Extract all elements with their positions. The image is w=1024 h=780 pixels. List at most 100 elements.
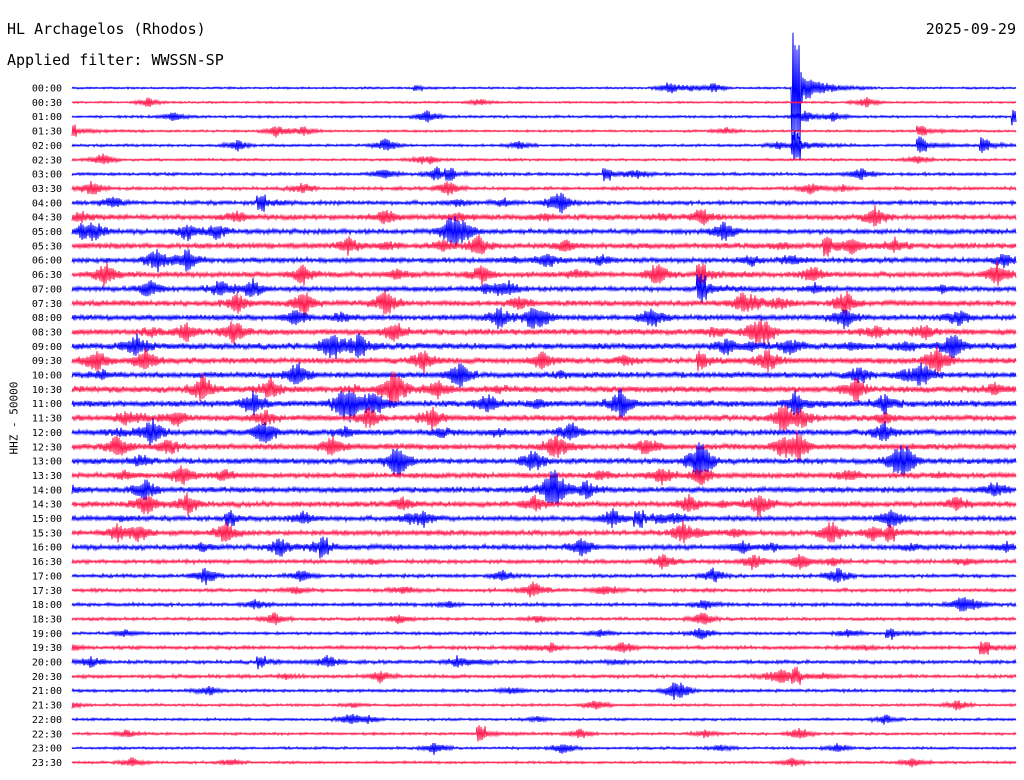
row-time-label: 18:30 xyxy=(32,614,62,625)
trace-row xyxy=(71,465,1017,486)
trace-row xyxy=(71,641,1017,655)
row-time-label: 17:30 xyxy=(32,586,62,597)
trace-row xyxy=(71,109,1017,126)
row-time-label: 21:30 xyxy=(32,701,62,712)
filter-subtitle: Applied filter: WWSSN-SP xyxy=(7,51,224,69)
row-time-label: 02:30 xyxy=(32,155,62,166)
row-time-label: 09:00 xyxy=(32,342,62,353)
trace-row xyxy=(71,757,1017,768)
row-time-label: 12:30 xyxy=(32,442,62,453)
trace-row xyxy=(71,32,1017,147)
date-label: 2025-09-29 xyxy=(925,20,1016,38)
row-time-label: 00:30 xyxy=(32,98,62,109)
row-time-label: 09:30 xyxy=(32,356,62,367)
row-time-label: 21:00 xyxy=(32,686,62,697)
row-time-label: 12:00 xyxy=(32,428,62,439)
row-time-label: 10:00 xyxy=(32,371,62,382)
trace-row xyxy=(71,469,1017,508)
row-time-label: 00:00 xyxy=(32,84,62,95)
row-time-label: 03:00 xyxy=(32,170,62,181)
row-time-label: 16:00 xyxy=(32,543,62,554)
trace-row xyxy=(71,318,1017,347)
row-time-label: 15:00 xyxy=(32,514,62,525)
seismic-traces xyxy=(71,32,1017,768)
trace-row xyxy=(71,124,1017,138)
trace-row xyxy=(71,536,1017,559)
row-time-label: 07:00 xyxy=(32,284,62,295)
trace-row xyxy=(71,153,1017,165)
trace-row xyxy=(71,307,1017,330)
trace-row xyxy=(71,666,1017,685)
trace-row xyxy=(71,192,1017,214)
row-time-label: 14:00 xyxy=(32,485,62,496)
trace-row xyxy=(71,430,1017,462)
trace-row xyxy=(71,216,1017,247)
station-title: HL Archagelos (Rhodos) xyxy=(7,20,206,38)
trace-row xyxy=(71,508,1017,529)
row-time-label: 16:30 xyxy=(32,557,62,568)
trace-row xyxy=(71,492,1017,518)
trace-row xyxy=(71,612,1017,626)
trace-row xyxy=(71,700,1017,711)
trace-row xyxy=(71,181,1017,196)
trace-row xyxy=(71,362,1017,388)
row-time-label: 17:00 xyxy=(32,571,62,582)
row-time-label: 22:30 xyxy=(32,729,62,740)
row-time-label: 18:00 xyxy=(32,600,62,611)
row-time-label: 23:00 xyxy=(32,744,62,755)
row-time-label: 14:30 xyxy=(32,500,62,511)
row-time-label: 05:00 xyxy=(32,227,62,238)
trace-row xyxy=(71,205,1017,227)
row-time-label: 13:00 xyxy=(32,457,62,468)
row-time-label: 19:00 xyxy=(32,629,62,640)
row-time-label: 04:00 xyxy=(32,198,62,209)
row-time-label: 07:30 xyxy=(32,299,62,310)
trace-row xyxy=(71,597,1017,612)
trace-row xyxy=(71,371,1017,408)
trace-row xyxy=(71,345,1017,376)
row-time-label: 02:00 xyxy=(32,141,62,152)
trace-row xyxy=(71,554,1017,571)
row-time-label: 20:30 xyxy=(32,672,62,683)
row-time-label: 23:30 xyxy=(32,758,62,769)
trace-row xyxy=(71,520,1017,544)
row-time-label: 04:30 xyxy=(32,213,62,224)
trace-row xyxy=(71,581,1017,598)
row-time-label: 06:00 xyxy=(32,256,62,267)
row-time-label: 06:30 xyxy=(32,270,62,281)
trace-row xyxy=(71,289,1017,318)
trace-row xyxy=(71,249,1017,273)
trace-row xyxy=(71,567,1017,586)
row-time-label: 10:30 xyxy=(32,385,62,396)
trace-row xyxy=(71,388,1017,423)
trace-row xyxy=(71,418,1017,446)
trace-row xyxy=(71,96,1017,108)
row-time-labels: 00:00 00:30 01:00 01:30 02:00 02:30 03:00 03:30… xyxy=(32,84,62,769)
row-time-label: 22:00 xyxy=(32,715,62,726)
trace-row xyxy=(71,628,1017,640)
trace-row xyxy=(71,333,1017,359)
trace-row xyxy=(71,130,1017,161)
row-time-label: 11:00 xyxy=(32,399,62,410)
trace-row xyxy=(71,713,1017,725)
trace-row xyxy=(71,682,1017,701)
trace-row xyxy=(71,405,1017,433)
row-time-label: 19:30 xyxy=(32,643,62,654)
trace-row xyxy=(71,725,1017,742)
row-time-label: 08:30 xyxy=(32,327,62,338)
row-time-label: 05:30 xyxy=(32,241,62,252)
trace-row xyxy=(71,234,1017,257)
trace-row xyxy=(71,260,1017,286)
row-time-label: 08:00 xyxy=(32,313,62,324)
row-time-label: 20:00 xyxy=(32,658,62,669)
row-time-label: 01:30 xyxy=(32,127,62,138)
row-time-label: 13:30 xyxy=(32,471,62,482)
trace-row xyxy=(71,442,1017,479)
trace-row xyxy=(71,655,1017,670)
row-time-label: 03:30 xyxy=(32,184,62,195)
row-time-label: 11:30 xyxy=(32,414,62,425)
trace-row xyxy=(71,743,1017,755)
row-time-label: 01:00 xyxy=(32,112,62,123)
trace-row xyxy=(71,274,1017,304)
